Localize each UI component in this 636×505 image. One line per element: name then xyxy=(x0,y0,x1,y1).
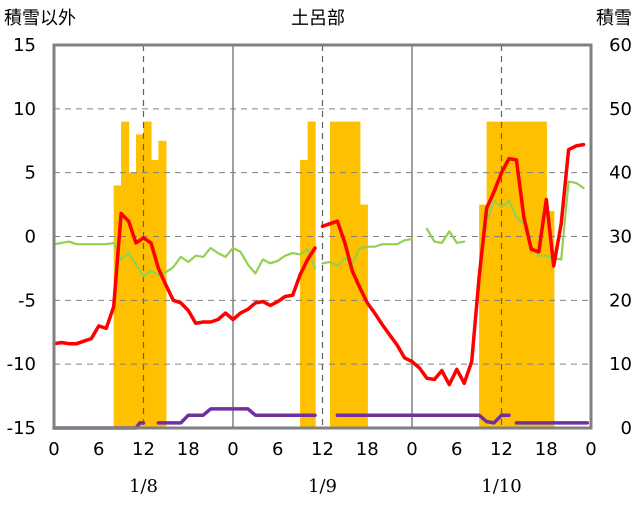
left-y-tick-label: -5 xyxy=(18,290,36,311)
snow-bar xyxy=(501,121,510,428)
snow-bar xyxy=(300,159,309,428)
snow-bar xyxy=(136,134,145,428)
x-tick-label: 18 xyxy=(356,439,379,460)
snow-bar xyxy=(113,185,122,428)
left-axis-title: 積雪以外 xyxy=(4,8,76,29)
right-y-tick-label: 10 xyxy=(609,354,632,375)
x-tick-label: 0 xyxy=(48,439,59,460)
x-tick-label: 6 xyxy=(93,439,104,460)
x-tick-label: 6 xyxy=(451,439,462,460)
left-y-tick-label: 15 xyxy=(13,35,36,56)
plot-frame xyxy=(52,43,593,430)
snow-depth-bars xyxy=(113,121,555,429)
snow-bar xyxy=(158,140,167,429)
day-label: 1/8 xyxy=(129,476,158,497)
x-tick-label: 12 xyxy=(311,439,334,460)
snow-bar xyxy=(546,211,555,428)
right-y-tick-label: 20 xyxy=(609,290,632,311)
snow-bar xyxy=(509,121,518,428)
x-tick-label: 6 xyxy=(272,439,283,460)
green-series-line xyxy=(321,238,414,267)
right-y-tick-label: 50 xyxy=(609,99,632,120)
snow-bar xyxy=(307,121,316,428)
x-tick-label: 0 xyxy=(585,439,596,460)
right-y-tick-label: 40 xyxy=(609,163,632,184)
snow-bar xyxy=(352,121,361,428)
green-series-line xyxy=(52,240,317,278)
day-label: 1/9 xyxy=(308,476,337,497)
left-y-tick-label: 0 xyxy=(25,227,36,248)
day-label: 1/10 xyxy=(481,476,521,497)
green-series-line xyxy=(425,227,466,244)
snow-bar xyxy=(330,121,339,428)
snow-bar xyxy=(143,121,152,428)
right-y-tick-label: 60 xyxy=(609,35,632,56)
snow-bar xyxy=(344,121,353,428)
right-axis-title: 積雪 xyxy=(596,8,632,29)
x-tick-labels: 0 6 12 18 0 6 12 18 0 6 12 18 0 1/8 1/9 1/10 xyxy=(48,439,596,497)
left-y-tick-label: -10 xyxy=(7,354,36,375)
snow-bar xyxy=(538,121,547,428)
snow-bar xyxy=(151,159,160,428)
purple-series-line xyxy=(335,413,511,425)
snow-bar xyxy=(531,121,540,428)
temperature-line xyxy=(52,211,317,346)
snow-bar xyxy=(494,121,503,428)
snow-bar xyxy=(359,204,368,428)
snow-bar xyxy=(337,121,346,428)
x-tick-label: 12 xyxy=(490,439,513,460)
x-tick-label: 0 xyxy=(406,439,417,460)
right-y-tick-label: 30 xyxy=(609,227,632,248)
series-lines xyxy=(52,142,590,430)
snow-bar xyxy=(523,121,532,428)
temperature-line xyxy=(320,142,586,387)
snow-bar xyxy=(479,204,488,428)
snow-bar xyxy=(516,121,525,428)
left-y-tick-label: 5 xyxy=(25,163,36,184)
snow-bar xyxy=(486,121,495,428)
x-tick-label: 18 xyxy=(535,439,558,460)
left-y-tick-label: 10 xyxy=(13,99,36,120)
x-tick-label: 12 xyxy=(132,439,155,460)
purple-series-line xyxy=(156,407,317,425)
right-y-tick-label: 0 xyxy=(621,418,632,439)
x-tick-label: 18 xyxy=(177,439,200,460)
snow-bar xyxy=(121,121,130,428)
x-tick-label: 0 xyxy=(227,439,238,460)
chart-title: 土呂部 xyxy=(291,8,345,29)
left-y-tick-label: -15 xyxy=(7,418,36,439)
